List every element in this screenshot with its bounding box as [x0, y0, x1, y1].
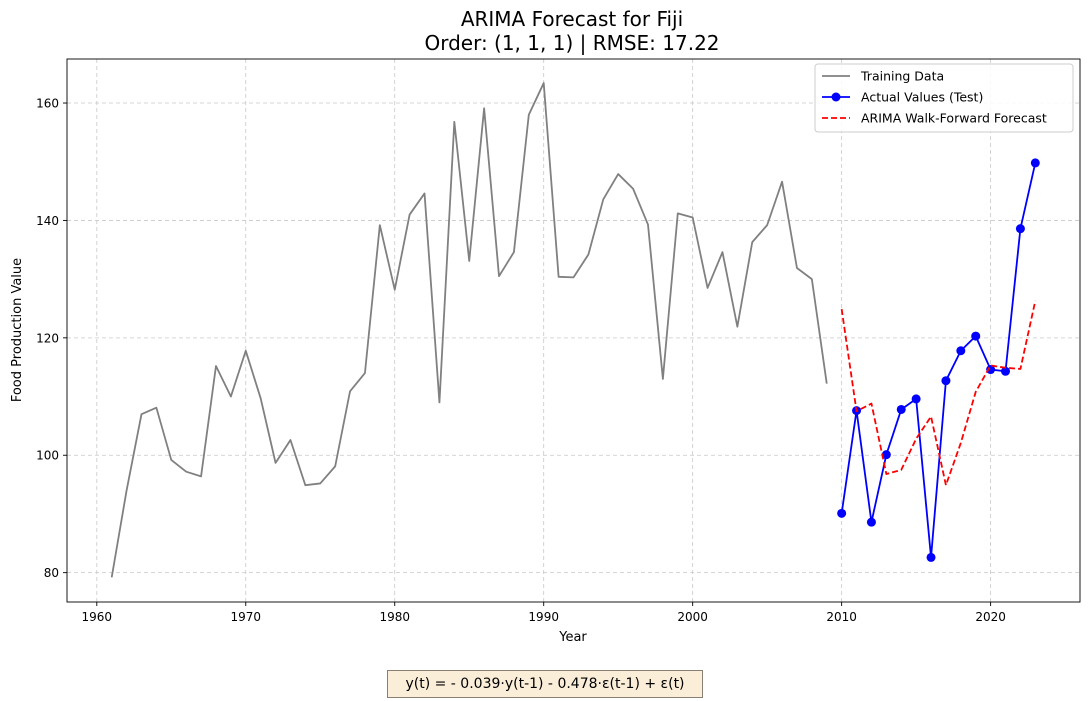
data-point-actual-values-test [1030, 158, 1040, 168]
x-tick-label: 1960 [82, 610, 113, 624]
y-tick-label: 100 [36, 449, 59, 463]
data-point-actual-values-test [1015, 224, 1025, 234]
data-point-actual-values-test [911, 394, 921, 404]
plot-series [110, 82, 1040, 578]
data-point-actual-values-test [971, 331, 981, 341]
legend-frame [814, 63, 1074, 133]
data-point-actual-values-test [866, 517, 876, 527]
chart-title-line2: Order: (1, 1, 1) | RMSE: 17.22 [424, 31, 719, 55]
x-tick-label: 2020 [975, 610, 1006, 624]
legend-label-actual: Actual Values (Test) [861, 90, 983, 105]
x-tick-label: 1970 [230, 610, 261, 624]
data-point-actual-values-test [956, 346, 966, 356]
y-tick-label: 80 [44, 566, 59, 580]
y-tick-label: 120 [36, 331, 59, 345]
x-tick-label: 1980 [379, 610, 410, 624]
legend-marker-actual [831, 92, 841, 102]
grid-lines [67, 59, 1080, 602]
y-axis-label: Food Production Value [10, 258, 25, 402]
series-line-actual-values-test [840, 162, 1037, 559]
series-line-training-data [110, 82, 828, 578]
y-tick-label: 160 [36, 97, 59, 111]
x-tick-label: 2000 [677, 610, 708, 624]
y-tick-label: 140 [36, 214, 59, 228]
axis-ticks: 1960 1970 1980 1990 2000 2010 2020 80 100 120 140 1… [36, 97, 1006, 624]
data-point-actual-values-test [837, 508, 847, 518]
x-tick-label: 1990 [528, 610, 559, 624]
data-point-actual-values-test [941, 376, 951, 386]
x-tick-label: 2010 [826, 610, 857, 624]
series-line-arima-walk-forward-forecast [840, 300, 1037, 487]
data-point-actual-values-test [881, 450, 891, 460]
model-equation-box: y(t) = - 0.039·y(t-1) - 0.478·ε(t-1) + ε… [387, 670, 703, 698]
legend-label-forecast: ARIMA Walk-Forward Forecast [861, 111, 1047, 126]
data-point-actual-values-test [986, 365, 996, 375]
plot-area-frame [66, 58, 1081, 603]
data-point-actual-values-test [926, 552, 936, 562]
chart-title-line1: ARIMA Forecast for Fiji [461, 7, 683, 31]
legend-label-training: Training Data [860, 69, 944, 84]
data-point-actual-values-test [896, 404, 906, 414]
x-axis-label: Year [558, 630, 587, 645]
chart-legend: Training Data Actual Values (Test) ARIMA… [814, 63, 1074, 133]
data-point-actual-values-test [1001, 366, 1011, 376]
